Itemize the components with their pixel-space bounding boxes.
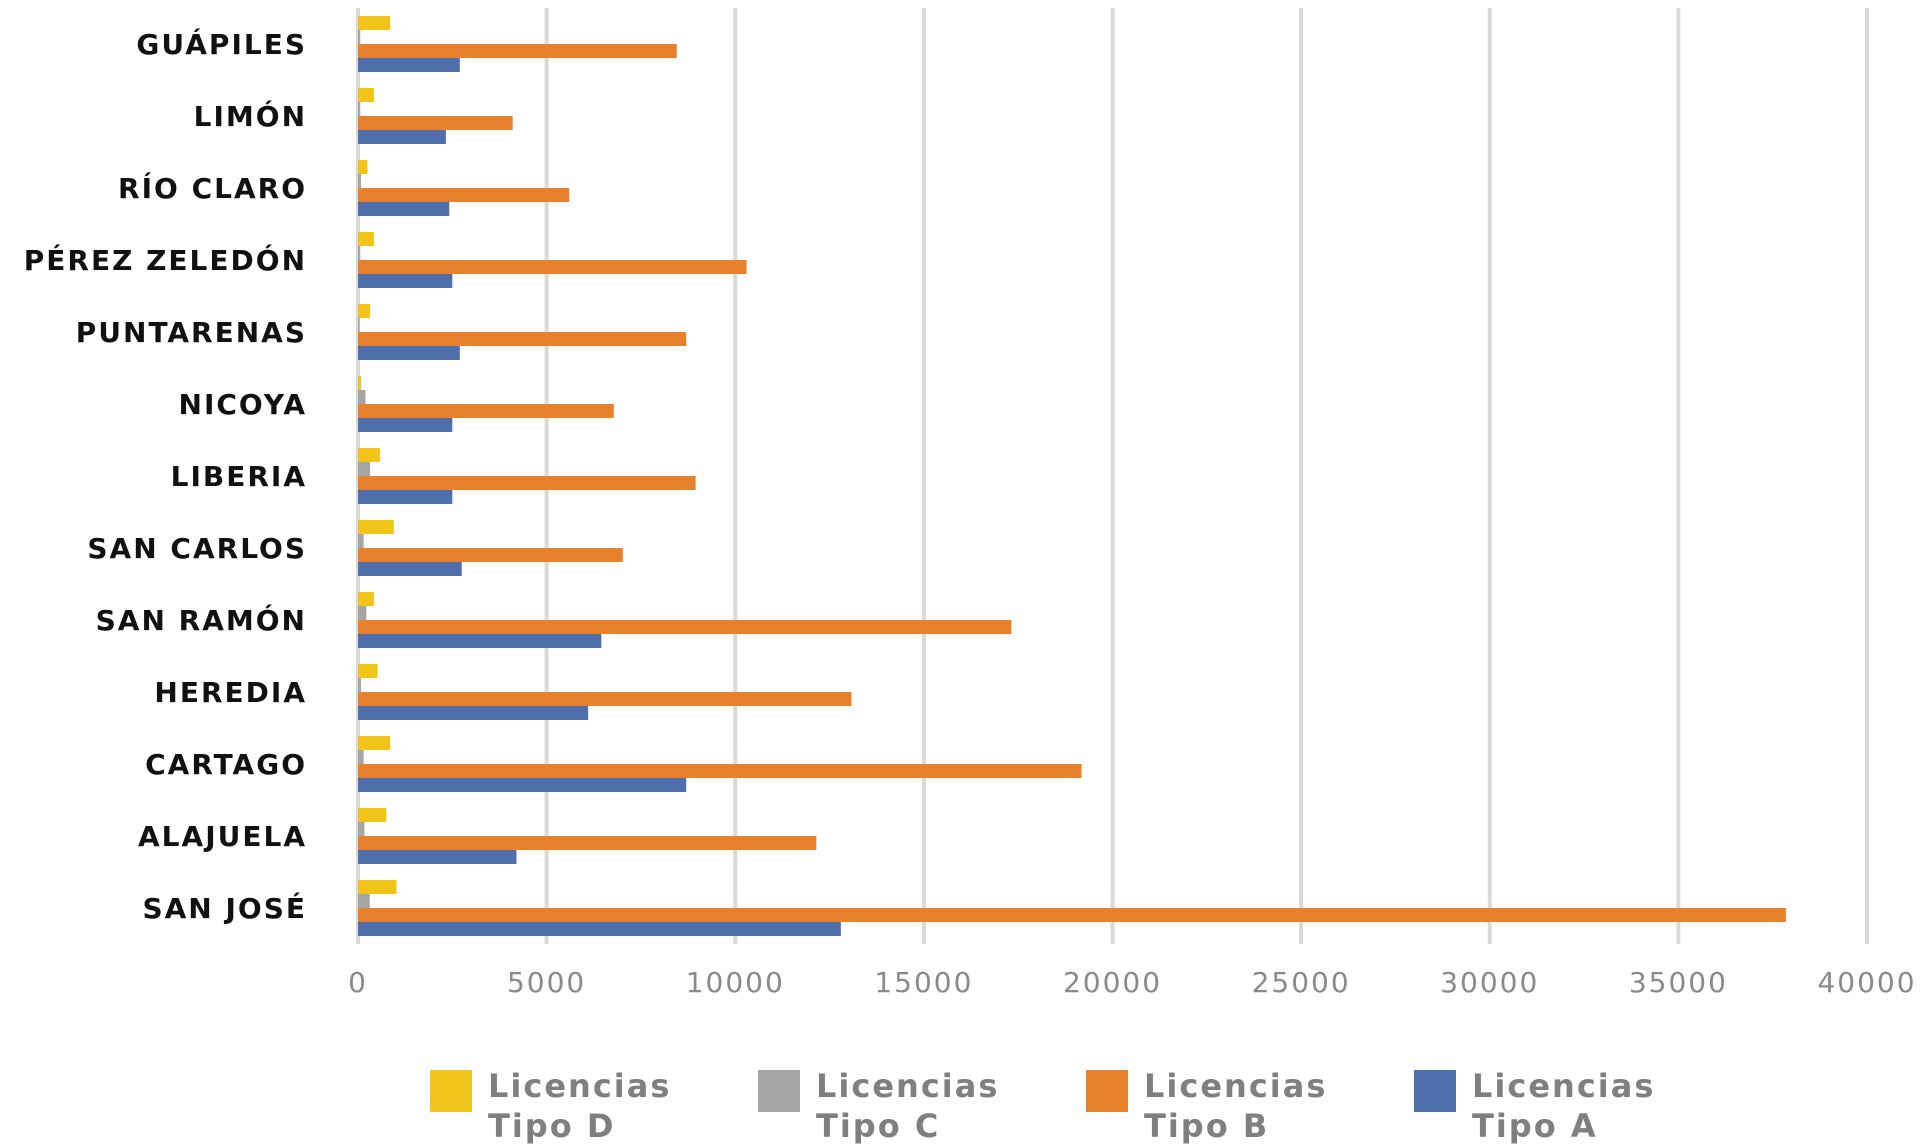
- legend-swatch-tipo-a: [1414, 1070, 1456, 1112]
- bar: [358, 246, 361, 260]
- category-label: CARTAGO: [145, 748, 307, 781]
- bar: [358, 102, 361, 116]
- bar: [358, 850, 517, 864]
- bar: [358, 534, 364, 548]
- bar: [358, 462, 371, 476]
- bars: [358, 16, 1786, 936]
- category-label: SAN JOSÉ: [142, 891, 307, 925]
- bar: [358, 44, 677, 58]
- legend-label-line1: Licencias: [1472, 1067, 1656, 1105]
- legend-label-line2: Tipo B: [1144, 1107, 1270, 1145]
- category-label: RÍO CLARO: [118, 171, 307, 205]
- bar: [358, 678, 362, 692]
- x-tick-labels: 0 5000 10000 15000 20000 25000 30000 35000 40000: [348, 966, 1916, 999]
- bar: [358, 634, 602, 648]
- legend-label-line1: Licencias: [816, 1067, 1000, 1105]
- x-tick-label: 40000: [1817, 966, 1916, 999]
- category-label: SAN CARLOS: [87, 532, 307, 565]
- bar: [358, 318, 360, 332]
- bar: [358, 736, 391, 750]
- bar: [358, 562, 462, 576]
- legend: Licencias Tipo D Licencias Tipo C Licenc…: [430, 1066, 1742, 1146]
- bar: [358, 130, 446, 144]
- bar: [358, 592, 374, 606]
- category-label: ALAJUELA: [138, 820, 307, 853]
- legend-item-tipo-a: Licencias Tipo A: [1414, 1066, 1682, 1146]
- bar: [358, 232, 374, 246]
- bar: [358, 706, 589, 720]
- bar: [358, 188, 570, 202]
- legend-item-tipo-d: Licencias Tipo D: [430, 1066, 698, 1146]
- bar: [358, 88, 374, 102]
- bar: [358, 908, 1786, 922]
- category-labels: GUÁPILES LIMÓN RÍO CLARO PÉREZ ZELEDÓN PUNTA…: [24, 27, 307, 925]
- x-tick-label: 25000: [1252, 966, 1351, 999]
- x-tick-label: 5000: [507, 966, 586, 999]
- bar: [358, 664, 378, 678]
- x-tick-label: 35000: [1629, 966, 1728, 999]
- legend-label-line1: Licencias: [1144, 1067, 1328, 1105]
- legend-swatch-tipo-c: [758, 1070, 800, 1112]
- category-label: LIMÓN: [194, 99, 307, 133]
- legend-item-tipo-c: Licencias Tipo C: [758, 1066, 1026, 1146]
- x-tick-label: 0: [348, 966, 368, 999]
- bar: [358, 548, 623, 562]
- category-label: PUNTARENAS: [76, 316, 307, 349]
- bar: [358, 880, 397, 894]
- bar: [358, 692, 852, 706]
- bar: [358, 116, 513, 130]
- bar: [358, 750, 364, 764]
- bar: [358, 606, 367, 620]
- category-label: LIBERIA: [171, 460, 307, 493]
- bar: [358, 448, 380, 462]
- bar: [358, 922, 841, 936]
- bar: [358, 274, 453, 288]
- legend-label-line2: Tipo A: [1472, 1107, 1598, 1145]
- bar: [358, 822, 365, 836]
- x-tick-label: 10000: [686, 966, 785, 999]
- legend-item-tipo-b: Licencias Tipo B: [1086, 1066, 1354, 1146]
- bar: [358, 764, 1082, 778]
- category-label: GUÁPILES: [136, 27, 307, 61]
- x-tick-label: 30000: [1440, 966, 1539, 999]
- bar: [358, 620, 1012, 634]
- gridlines: [356, 8, 1869, 944]
- bar: [358, 16, 391, 30]
- bar: [358, 490, 453, 504]
- bar: [358, 58, 460, 72]
- legend-label-line2: Tipo D: [488, 1107, 616, 1145]
- category-label: SAN RAMÓN: [96, 603, 307, 637]
- legend-swatch-tipo-d: [430, 1070, 472, 1112]
- category-label: PÉREZ ZELEDÓN: [24, 243, 307, 277]
- bar: [358, 476, 696, 490]
- bar: [358, 160, 368, 174]
- bar: [358, 202, 450, 216]
- bar: [358, 30, 361, 44]
- bar: [358, 174, 362, 188]
- x-tick-label: 20000: [1063, 966, 1162, 999]
- category-label: HEREDIA: [154, 676, 307, 709]
- bar: [358, 304, 371, 318]
- category-label: NICOYA: [179, 388, 307, 421]
- bar: [358, 332, 687, 346]
- bar: [358, 346, 460, 360]
- bar: [358, 520, 394, 534]
- legend-label-line1: Licencias: [488, 1067, 672, 1105]
- bar: [358, 390, 366, 404]
- bar: [358, 778, 687, 792]
- legend-label-line2: Tipo C: [816, 1107, 941, 1145]
- bar: [358, 260, 747, 274]
- bar: [358, 376, 362, 390]
- x-tick-label: 15000: [874, 966, 973, 999]
- bar: [358, 894, 370, 908]
- bar: [358, 808, 387, 822]
- bar: [358, 418, 453, 432]
- legend-swatch-tipo-b: [1086, 1070, 1128, 1112]
- bar: [358, 404, 614, 418]
- bar: [358, 836, 817, 850]
